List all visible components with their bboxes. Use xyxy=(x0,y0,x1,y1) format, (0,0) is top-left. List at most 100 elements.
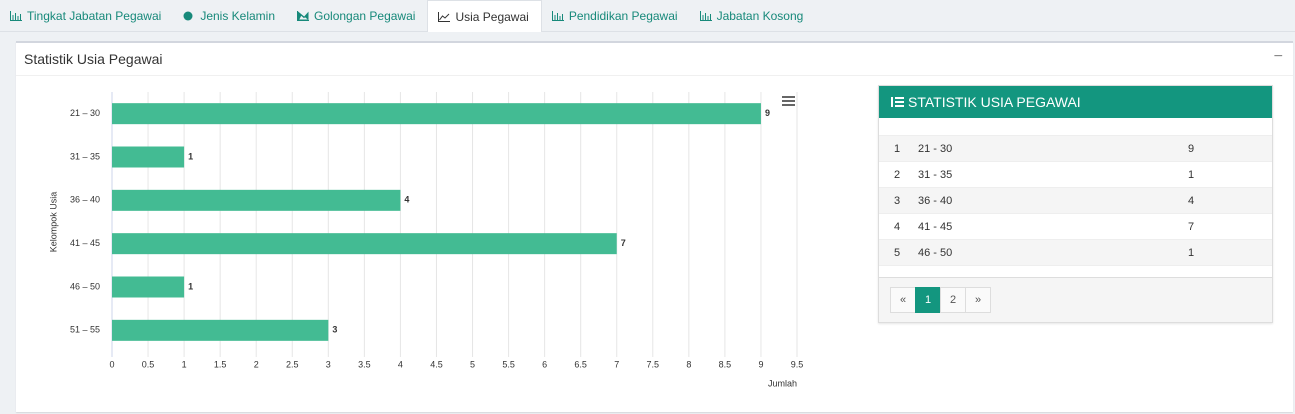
x-tick-label: 5 xyxy=(470,359,475,369)
table-row: 2 31 - 35 1 xyxy=(879,162,1272,188)
y-tick-label: 31 – 35 xyxy=(70,151,100,161)
tab-label: Golongan Pegawai xyxy=(314,8,416,23)
x-tick-label: 4.5 xyxy=(430,359,443,369)
tab[interactable]: Pendidikan Pegawai xyxy=(542,0,690,31)
page-button[interactable]: » xyxy=(965,287,991,313)
x-tick-label: 6 xyxy=(542,359,547,369)
x-tick-label: 3.5 xyxy=(358,359,371,369)
tab-icon xyxy=(551,10,564,21)
tab-label: Usia Pegawai xyxy=(455,9,529,24)
x-tick-label: 8 xyxy=(686,359,691,369)
table-cell: 1 xyxy=(1188,247,1195,259)
data-label: 1 xyxy=(188,281,193,291)
tab-icon xyxy=(10,10,22,21)
y-tick-label: 41 – 45 xyxy=(70,238,100,248)
page-button[interactable]: « xyxy=(890,287,916,313)
bar xyxy=(112,319,329,341)
collapse-button[interactable]: − xyxy=(1273,48,1283,65)
data-label: 1 xyxy=(188,151,193,161)
icon-shape xyxy=(551,10,564,21)
x-tick-label: 9.5 xyxy=(791,359,804,369)
x-tick-label: 6.5 xyxy=(574,359,587,369)
table-cell: 1 xyxy=(1188,169,1195,181)
icon-shape xyxy=(183,11,193,20)
table-cell: 5 xyxy=(894,247,901,259)
data-label: 3 xyxy=(332,325,337,335)
table-row: 1 21 - 30 9 xyxy=(879,136,1272,162)
table-cell: 4 xyxy=(1188,195,1195,207)
table-cell: 4 xyxy=(894,221,901,233)
table-cell: 7 xyxy=(1188,221,1195,233)
tab-icon xyxy=(438,11,451,22)
tab-icon xyxy=(183,11,193,20)
x-tick-label: 9 xyxy=(758,359,763,369)
x-tick-label: 8.5 xyxy=(719,359,732,369)
table-title: STATISTIK USIA PEGAWAI xyxy=(908,94,1081,110)
page-button[interactable]: 1 xyxy=(915,287,941,313)
icon-shape xyxy=(699,10,712,21)
table-panel: STATISTIK USIA PEGAWAI 1 21 - 30 9 2 31 - 35… xyxy=(878,85,1273,323)
y-tick-label: 21 – 30 xyxy=(70,108,100,118)
y-axis-title: Kelompok Usia xyxy=(48,192,58,253)
bar xyxy=(112,233,617,255)
x-tick-label: 1.5 xyxy=(214,359,227,369)
icon-shape xyxy=(297,10,310,21)
list-icon xyxy=(891,97,904,107)
tab-icon xyxy=(297,10,310,21)
x-tick-label: 0.5 xyxy=(142,359,155,369)
table-cell: 9 xyxy=(1188,143,1195,155)
divider xyxy=(16,75,1293,76)
menu-bar xyxy=(782,100,795,102)
table-cell: 21 - 30 xyxy=(918,143,953,155)
tab[interactable]: Jabatan Kosong xyxy=(690,0,816,31)
table-body: 1 21 - 30 9 2 31 - 35 1 3 36 - 40 4 4 41 - 45 7 5 46 … xyxy=(879,135,1272,266)
y-tick-label: 51 – 55 xyxy=(70,325,100,335)
x-tick-label: 2 xyxy=(254,359,259,369)
bar xyxy=(112,189,401,211)
x-axis-title: Jumlah xyxy=(768,378,797,388)
table-row: 3 36 - 40 4 xyxy=(879,188,1272,214)
chart-menu[interactable] xyxy=(782,96,795,106)
x-tick-label: 3 xyxy=(326,359,331,369)
table-row: 5 46 - 50 1 xyxy=(879,240,1272,266)
table-header: STATISTIK USIA PEGAWAI xyxy=(879,86,1272,118)
y-tick-label: 36 – 40 xyxy=(70,195,100,205)
tab-icon xyxy=(699,10,712,21)
tab[interactable]: Golongan Pegawai xyxy=(287,0,427,31)
table-cell: 36 - 40 xyxy=(918,195,953,207)
data-label: 7 xyxy=(621,238,626,248)
icon-shape xyxy=(438,11,451,22)
tab-bar: Tingkat Jabatan Pegawai Jenis Kelamin Golo… xyxy=(0,0,1295,32)
table-cell: 46 - 50 xyxy=(918,247,953,259)
page-button[interactable]: 2 xyxy=(940,287,966,313)
tab[interactable]: Tingkat Jabatan Pegawai xyxy=(0,0,173,31)
tab[interactable]: Jenis Kelamin xyxy=(173,0,287,31)
table-cell: 31 - 35 xyxy=(918,169,953,181)
icon-shape xyxy=(10,10,22,21)
tab[interactable]: Usia Pegawai xyxy=(427,0,542,32)
x-tick-label: 1 xyxy=(182,359,187,369)
pagination: «1 2» xyxy=(890,287,991,313)
tab-label: Tingkat Jabatan Pegawai xyxy=(27,8,162,23)
panel: Statistik Usia Pegawai − 0 0.5 1 1.5 2 2.5 3 3.… xyxy=(16,41,1293,412)
table-cell: 3 xyxy=(894,195,901,207)
panel-title: Statistik Usia Pegawai xyxy=(24,51,163,67)
table-cell: 2 xyxy=(894,169,901,181)
tab-label: Pendidikan Pegawai xyxy=(568,8,678,23)
x-tick-label: 7.5 xyxy=(647,359,660,369)
data-label: 9 xyxy=(765,108,770,118)
chart: 0 0.5 1 1.5 2 2.5 3 3.5 4 4.5 5 5.5 6 6.5 7 7.5 8 8.5 9 9.5… xyxy=(48,92,804,388)
y-tick-label: 46 – 50 xyxy=(70,281,100,291)
data-label: 4 xyxy=(404,195,409,205)
bar xyxy=(112,276,185,298)
table-row: 4 41 - 45 7 xyxy=(879,214,1272,240)
bar xyxy=(112,103,761,125)
tab-label: Jenis Kelamin xyxy=(200,8,276,23)
table-cell: 41 - 45 xyxy=(918,221,953,233)
table-footer: «1 2» xyxy=(879,277,1272,322)
bar xyxy=(112,146,185,168)
x-tick-label: 5.5 xyxy=(502,359,515,369)
menu-bar xyxy=(782,96,795,98)
tab-label: Jabatan Kosong xyxy=(716,8,804,23)
